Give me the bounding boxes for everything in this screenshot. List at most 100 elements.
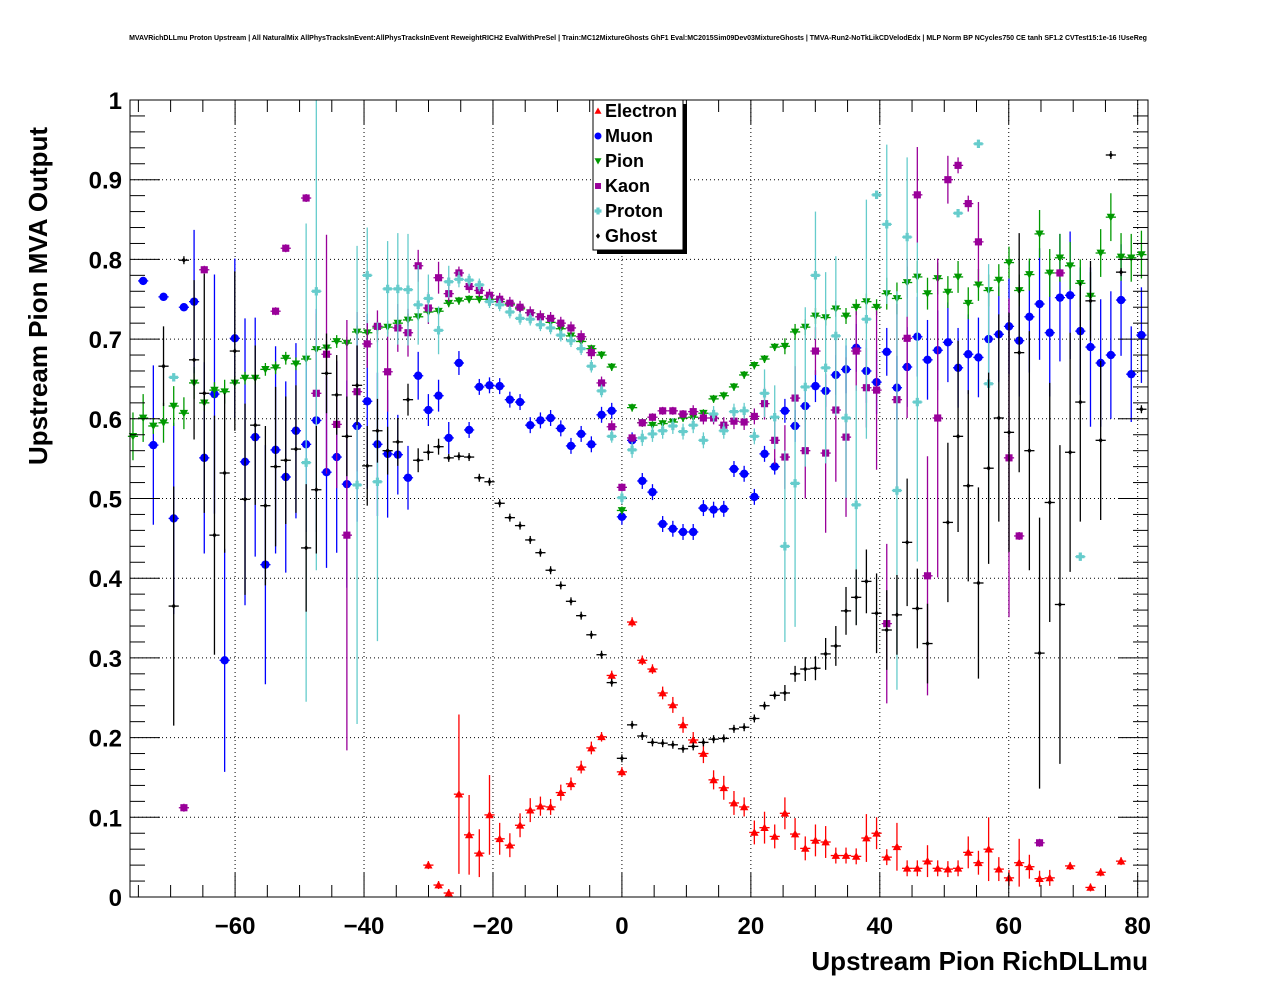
data-point [952, 260, 964, 293]
cross-marker [627, 445, 637, 455]
data-point [902, 478, 913, 607]
triangle-up-marker [994, 864, 1004, 873]
data-point [637, 732, 648, 740]
data-point [199, 265, 210, 274]
triangle-up-marker [974, 858, 983, 867]
data-point [362, 319, 373, 368]
diamond-marker [640, 733, 645, 739]
cross-marker [648, 429, 657, 439]
data-point [453, 452, 465, 461]
data-point [657, 406, 668, 415]
data-point [759, 355, 770, 364]
triangle-up-marker [607, 671, 616, 679]
data-point [301, 484, 312, 612]
y-tick-label: 0.9 [89, 168, 122, 195]
circle-marker [729, 464, 739, 474]
data-point [178, 256, 189, 265]
circle-marker [515, 397, 525, 407]
circle-marker [576, 429, 586, 439]
square-marker [180, 804, 188, 812]
data-point [718, 500, 729, 517]
triangle-up-marker [852, 852, 861, 860]
data-point [382, 426, 393, 475]
series-ghost [158, 151, 1147, 789]
square-marker [638, 419, 646, 427]
diamond-marker [955, 433, 961, 440]
data-point [963, 195, 974, 212]
data-point [912, 147, 923, 243]
cross-marker [739, 406, 749, 416]
cross-marker [169, 373, 178, 382]
data-point [127, 412, 139, 461]
data-point [993, 857, 1004, 882]
data-point [891, 575, 903, 655]
data-point [688, 405, 699, 419]
data-point [1105, 291, 1116, 419]
data-point [1034, 209, 1045, 258]
data-point [1065, 241, 1076, 290]
diamond-marker [1108, 152, 1113, 158]
cross-marker [638, 433, 647, 443]
diamond-marker [314, 486, 319, 493]
diamond-marker [813, 665, 818, 672]
data-point [810, 370, 821, 403]
data-point [1034, 838, 1045, 847]
y-tick-label: 0.5 [89, 487, 122, 514]
triangle-up-marker [953, 864, 963, 872]
data-point [453, 271, 465, 288]
data-point [209, 382, 220, 399]
diamond-marker [599, 651, 604, 658]
square-marker [699, 414, 707, 422]
data-point [779, 398, 790, 423]
data-point [341, 319, 352, 751]
data-point [484, 775, 495, 855]
circle-marker [780, 406, 790, 416]
triangle-down-marker [943, 288, 953, 297]
square-marker [811, 347, 820, 355]
triangle-up-marker [546, 802, 555, 811]
square-marker [628, 434, 636, 442]
triangle-down-marker [475, 295, 484, 304]
data-point [728, 461, 740, 477]
diamond-marker [721, 735, 726, 742]
legend-label: Pion [605, 151, 644, 171]
data-point [1115, 268, 1127, 277]
cross-marker [770, 413, 779, 422]
data-point [158, 292, 169, 302]
circle-marker [434, 391, 443, 400]
data-point [881, 327, 892, 376]
series-electron [423, 617, 1127, 897]
diamond-marker [843, 608, 849, 614]
data-point [698, 432, 709, 449]
triangle-down-marker [1035, 230, 1044, 239]
data-point [769, 343, 780, 352]
data-point [718, 391, 729, 400]
data-point [525, 312, 536, 326]
triangle-down-marker [709, 395, 718, 404]
data-point [749, 488, 760, 505]
square-marker [974, 238, 983, 246]
triangle-down-marker [281, 354, 290, 363]
data-point [769, 385, 780, 450]
triangle-down-marker [1025, 271, 1034, 279]
data-point [535, 548, 546, 557]
data-point [830, 256, 841, 416]
diamond-marker [253, 422, 258, 428]
data-point [596, 732, 607, 742]
triangle-down-marker [261, 366, 270, 374]
diamond-marker [609, 679, 614, 686]
diamond-marker [212, 532, 217, 538]
data-point [749, 361, 760, 370]
x-tick-label: 80 [1124, 913, 1151, 940]
data-point [677, 716, 689, 733]
diamond-marker [731, 726, 737, 732]
data-point [596, 650, 607, 659]
data-point [433, 880, 444, 890]
data-point [1014, 233, 1025, 473]
square-marker [730, 417, 738, 425]
triangle-down-marker [169, 402, 178, 411]
data-point [963, 287, 974, 320]
triangle-down-marker [1065, 262, 1075, 270]
data-point [769, 691, 780, 700]
cross-marker [505, 307, 515, 317]
